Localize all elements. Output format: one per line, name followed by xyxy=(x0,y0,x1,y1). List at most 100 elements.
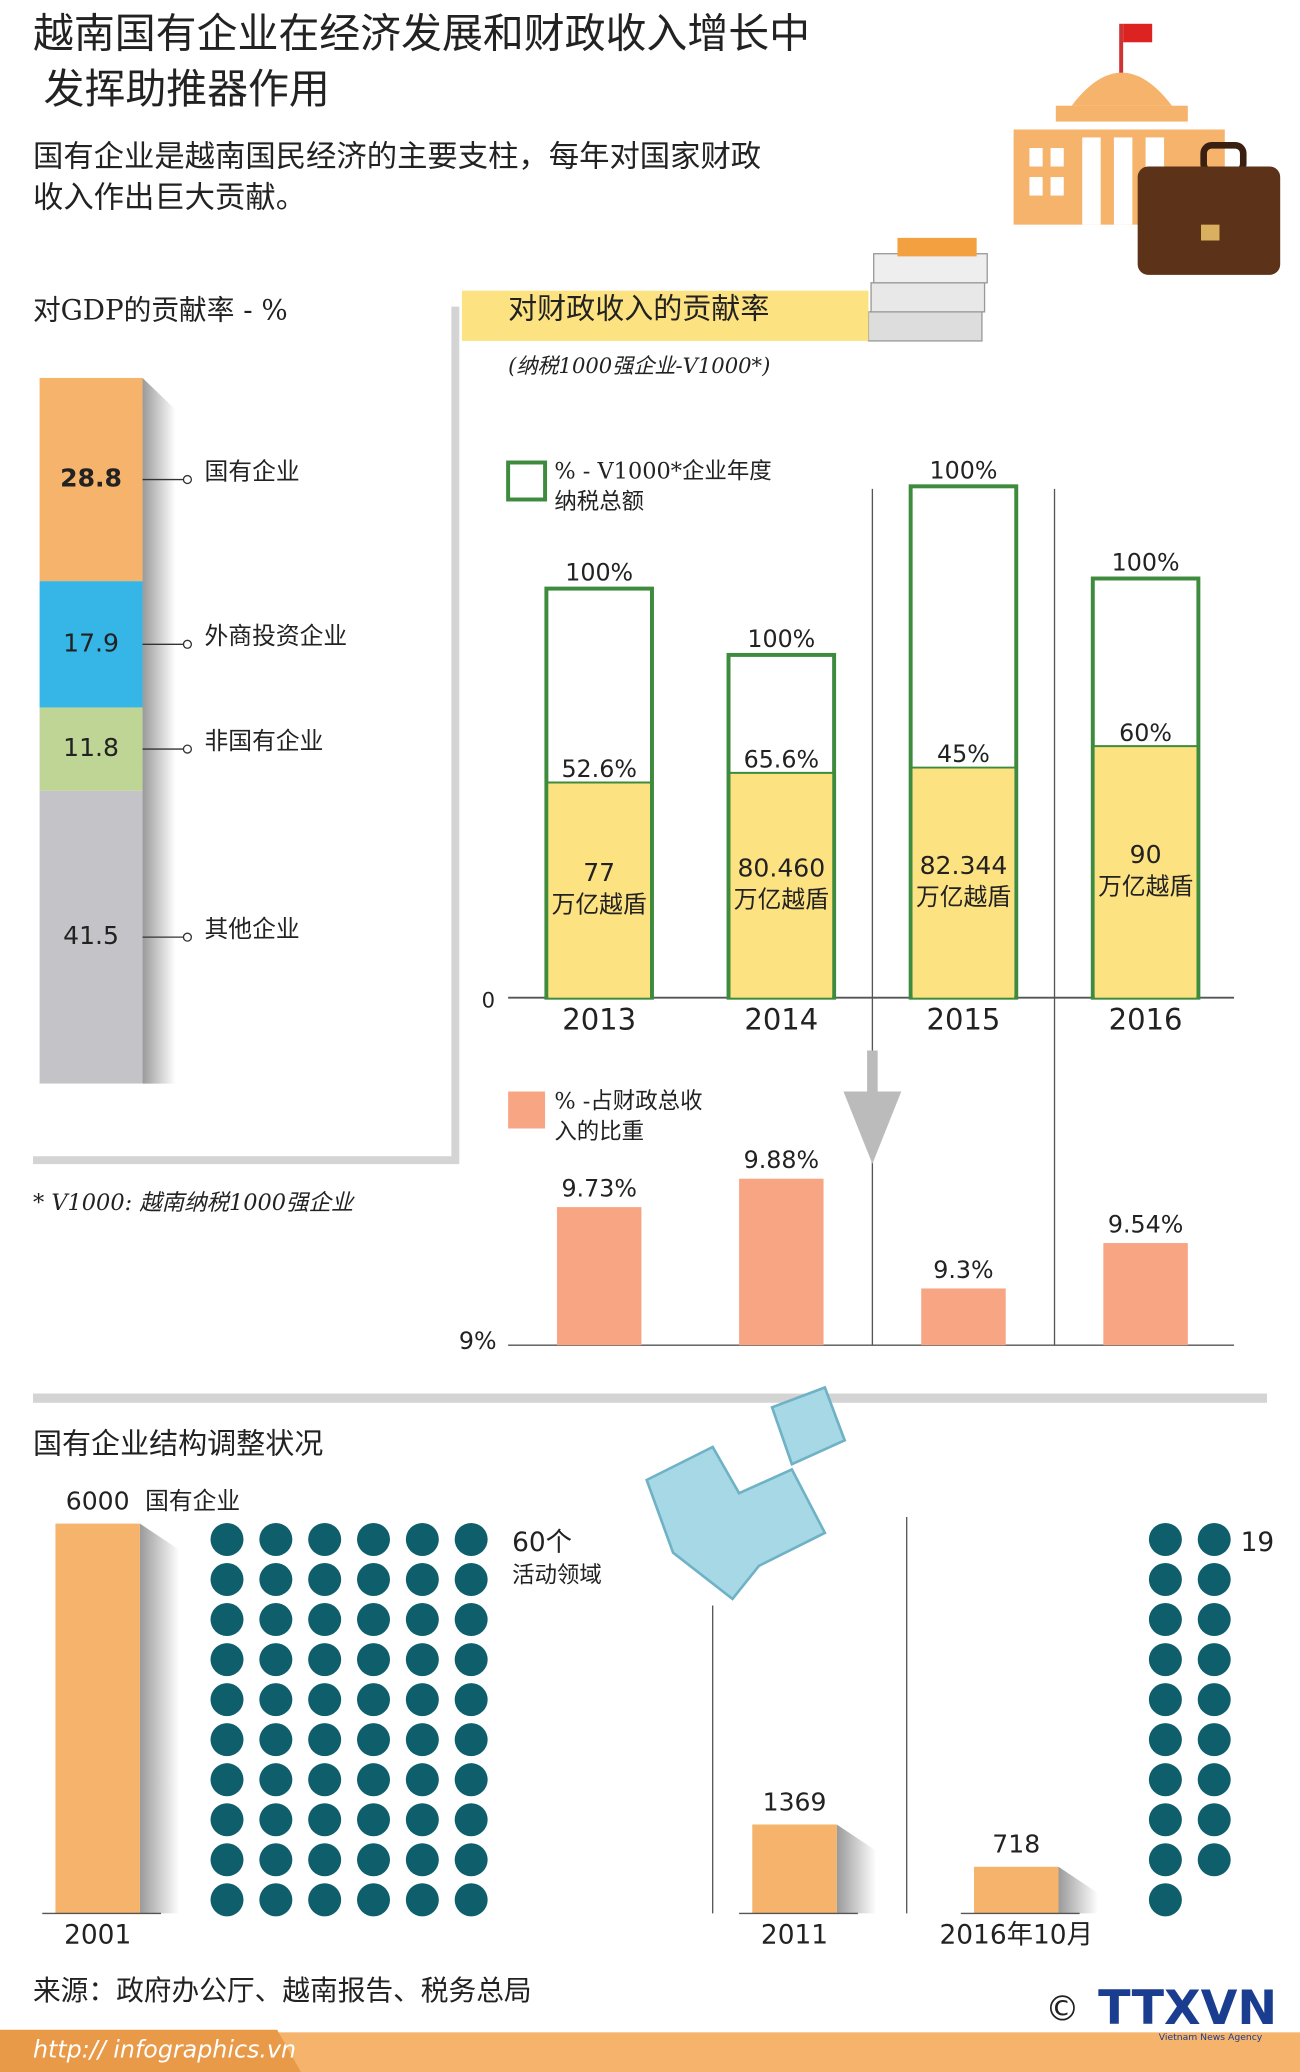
dot xyxy=(308,1763,342,1797)
money-icon xyxy=(867,237,988,342)
x-tick-label: 2016年10月 xyxy=(939,1919,1093,1950)
value-label: 19 xyxy=(1241,1527,1275,1558)
bar xyxy=(912,767,1015,998)
connector-dot xyxy=(182,932,193,942)
dot xyxy=(1148,1522,1182,1556)
dot xyxy=(357,1562,390,1597)
dot xyxy=(357,1522,390,1556)
dot xyxy=(405,1683,439,1717)
y-tick-label: 9% xyxy=(459,1327,497,1355)
share-label: 52.6% xyxy=(561,755,636,783)
dot xyxy=(210,1843,244,1877)
category-label: 其他企业 xyxy=(205,915,300,943)
dot xyxy=(405,1723,439,1757)
unit-label: 万亿越盾 xyxy=(552,890,647,918)
legend-label-box: % -占财政总收入的比重 xyxy=(554,1089,702,1146)
dot xyxy=(210,1883,244,1917)
bar xyxy=(1094,746,1197,998)
url: http:// infographics.vn xyxy=(33,2035,296,2063)
value-label: 41.5 xyxy=(63,921,119,950)
dot xyxy=(454,1883,488,1917)
dot xyxy=(259,1763,293,1797)
connector-dot xyxy=(182,639,193,649)
dot xyxy=(1148,1643,1182,1677)
dot xyxy=(1197,1522,1231,1556)
value-label: 28.8 xyxy=(60,464,122,493)
x-tick-label: 2001 xyxy=(64,1919,131,1950)
bar xyxy=(548,782,650,998)
amount-label: 82.344 xyxy=(920,851,1008,880)
value-label: 17.9 xyxy=(63,628,119,657)
category-label: 外商投资企业 xyxy=(205,622,348,650)
dot xyxy=(454,1763,488,1797)
dot xyxy=(259,1603,293,1637)
x-tick-label: 2016 xyxy=(1109,1002,1183,1036)
value-label: 1369 xyxy=(763,1787,827,1816)
total-label: 100% xyxy=(747,625,815,653)
dot xyxy=(1148,1562,1182,1597)
bar xyxy=(730,772,833,998)
dot xyxy=(259,1643,293,1677)
dot xyxy=(357,1803,390,1837)
dot xyxy=(1197,1643,1231,1677)
title-line: 发挥助推器作用 xyxy=(44,65,330,113)
dot xyxy=(259,1522,293,1556)
chart-title: 国有企业结构调整状况 xyxy=(33,1427,323,1461)
bar xyxy=(739,1178,824,1346)
chart-title: 对财政收入的贡献率 xyxy=(508,292,769,326)
dot xyxy=(1197,1723,1231,1757)
dot xyxy=(308,1803,342,1837)
dot xyxy=(357,1643,390,1677)
dot xyxy=(210,1723,244,1757)
share-label: 65.6% xyxy=(744,745,819,773)
segment xyxy=(39,707,143,791)
total-label: 100% xyxy=(929,456,997,484)
dot xyxy=(405,1603,439,1637)
dot xyxy=(454,1522,488,1556)
dot xyxy=(210,1603,244,1637)
dot xyxy=(454,1723,488,1757)
logo: TTXVN xyxy=(1098,1981,1277,2036)
share-label: 45% xyxy=(937,740,990,768)
category-label: 非国有企业 xyxy=(205,727,324,755)
dot xyxy=(259,1883,293,1917)
series-label: 国有企业 xyxy=(145,1487,240,1515)
bar-shade xyxy=(1058,1866,1099,1914)
dot xyxy=(405,1763,439,1797)
subtitle-line: 收入作出巨大贡献。 xyxy=(33,181,306,216)
dot xyxy=(210,1522,244,1556)
value-label: 9.73% xyxy=(561,1174,636,1202)
dot xyxy=(454,1562,488,1597)
dot xyxy=(1197,1683,1231,1717)
dot xyxy=(259,1803,293,1837)
legend-swatch xyxy=(508,1091,546,1129)
dot xyxy=(454,1843,488,1877)
unit-label: 万亿越盾 xyxy=(1098,872,1193,900)
legend-label: % - V1000*企业年度纳税总额 xyxy=(554,458,772,516)
dot xyxy=(1148,1683,1182,1717)
dot xyxy=(1197,1562,1231,1597)
dot xyxy=(405,1843,439,1877)
dot xyxy=(405,1883,439,1917)
x-tick-label: 2015 xyxy=(927,1002,1001,1036)
total-label: 100% xyxy=(1112,548,1180,576)
dot xyxy=(1197,1603,1231,1637)
share-label: 60% xyxy=(1119,719,1172,747)
bar xyxy=(974,1866,1059,1914)
dot xyxy=(210,1763,244,1797)
bar xyxy=(921,1288,1006,1346)
value-label: 718 xyxy=(992,1830,1040,1859)
dot xyxy=(308,1683,342,1717)
x-tick-label: 2011 xyxy=(761,1919,828,1950)
arrow xyxy=(843,1050,902,1164)
dot xyxy=(454,1603,488,1637)
dot xyxy=(308,1562,342,1597)
bar-shade xyxy=(139,1523,180,1914)
puzzle-icon xyxy=(645,1385,847,1601)
segment xyxy=(39,790,143,1084)
dot xyxy=(357,1723,390,1757)
connector-dot xyxy=(182,474,193,485)
dot xyxy=(1148,1763,1182,1797)
